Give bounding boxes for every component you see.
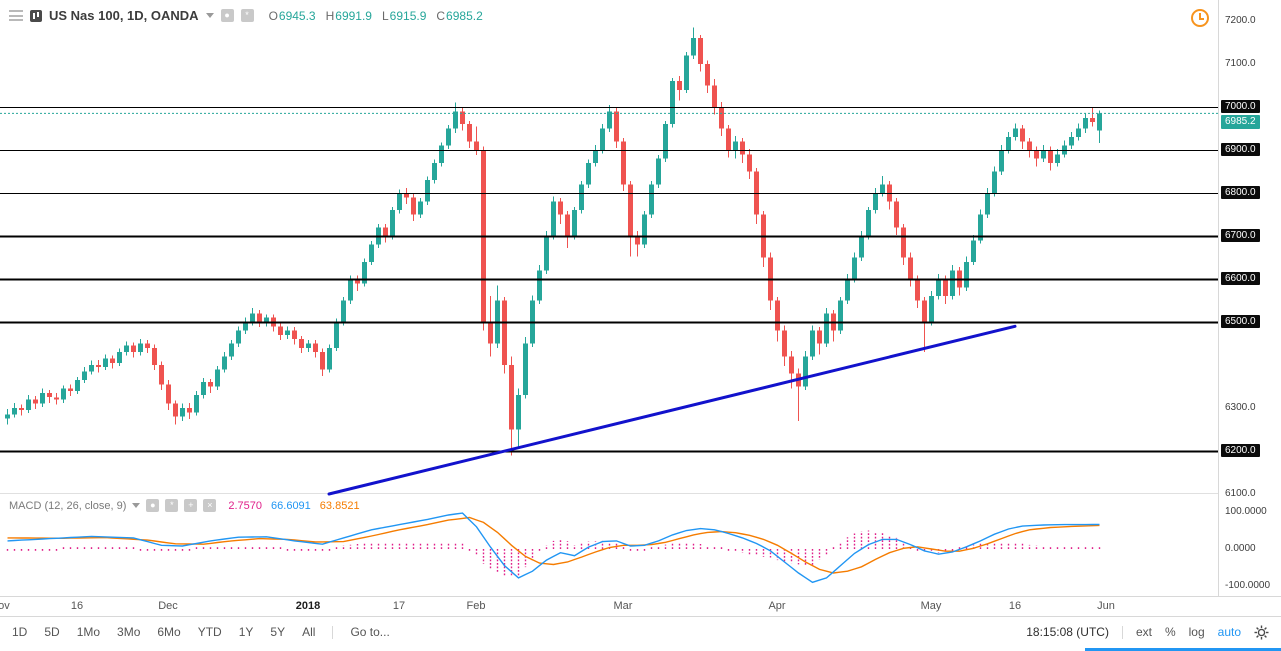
price-label-6700.0: 6700.0 — [1221, 229, 1260, 242]
high-label: H — [325, 8, 335, 23]
macd-values: 2.7570 66.6091 63.8521 — [228, 500, 359, 512]
macd-axis-label-100.0000: 100.0000 — [1225, 506, 1267, 517]
macd-axis-label--100.0000: -100.0000 — [1225, 580, 1271, 591]
range-6mo-button[interactable]: 6Mo — [157, 625, 181, 639]
caret-down-icon[interactable] — [205, 13, 214, 18]
horizontal-price-lines[interactable] — [0, 107, 1218, 453]
bottom-toolbar: 1D 5D 1Mo 3Mo 6Mo YTD 1Y 5Y All Go to...… — [0, 617, 1281, 647]
price-label-7200.0: 7200.0 — [1225, 15, 1256, 26]
price-label-6800.0: 6800.0 — [1221, 186, 1260, 199]
toolbar-divider-2 — [1121, 625, 1123, 639]
log-scale-toggle[interactable]: log — [1188, 625, 1205, 639]
range-ytd-button[interactable]: YTD — [197, 625, 222, 639]
time-label-Mar: Mar — [613, 600, 633, 612]
time-label-16: 16 — [70, 600, 84, 612]
current-price-badge: 6985.2 — [1221, 115, 1260, 129]
menu-icon[interactable] — [9, 10, 23, 21]
alert-icon[interactable] — [1191, 9, 1209, 27]
toolbar-divider — [332, 625, 334, 639]
macd-value: 66.6091 — [271, 499, 311, 512]
macd-signal-value: 63.8521 — [319, 499, 360, 512]
settings-icon[interactable]: * — [240, 9, 254, 22]
macd-title[interactable]: MACD (12, 26, close, 9) — [9, 499, 127, 512]
range-1y-button[interactable]: 1Y — [238, 625, 254, 639]
price-label-7100.0: 7100.0 — [1225, 58, 1256, 69]
toolbar-right: 18:15:08 (UTC) ext % log auto — [1026, 625, 1269, 640]
macd-add-icon[interactable]: + — [184, 499, 198, 512]
ohlc-close-group: C6985.2 — [436, 9, 482, 23]
candlestick-style-icon[interactable] — [30, 9, 42, 22]
symbol-title[interactable]: US Nas 100, 1D, OANDA — [49, 8, 199, 23]
trendline-drawing[interactable] — [327, 324, 1017, 496]
macd-histogram — [6, 530, 1101, 576]
time-label-Apr: Apr — [768, 600, 786, 612]
range-3mo-button[interactable]: 3Mo — [117, 625, 141, 639]
candles — [5, 27, 1102, 456]
macd-close-icon[interactable]: × — [203, 499, 217, 512]
ohlc-open-group: O6945.3 — [269, 9, 316, 23]
range-5d-button[interactable]: 5D — [44, 625, 60, 639]
ohlc-high: 6991.9 — [335, 8, 372, 23]
clock-readout[interactable]: 18:15:08 (UTC) — [1026, 625, 1109, 639]
price-axis[interactable]: 6985.2 7200.0 7100.0 7000.0 6900.0 6800.0 670… — [1218, 0, 1281, 596]
toolbar-separator — [0, 616, 1281, 617]
ohlc-low: 6915.9 — [389, 8, 427, 23]
time-axis[interactable]: Nov 16 Dec 2018 17 Feb Mar Apr May 16 Jun — [0, 597, 1218, 616]
price-label-6200.0: 6200.0 — [1221, 444, 1260, 457]
macd-main-line — [7, 512, 1100, 584]
macd-axis-label-0.0000: 0.0000 — [1225, 543, 1256, 554]
ohlc-low-group: L6915.9 — [382, 9, 426, 23]
ohlc-high-group: H6991.9 — [326, 9, 372, 23]
scroll-position-indicator[interactable] — [1085, 648, 1281, 651]
pane-separator — [0, 596, 1281, 597]
range-1d-button[interactable]: 1D — [12, 625, 28, 639]
time-label-Jun: Jun — [1097, 600, 1115, 612]
low-label: L — [381, 8, 389, 23]
time-label-May: May — [920, 600, 942, 612]
time-label-Feb: Feb — [466, 600, 486, 612]
price-label-6600.0: 6600.0 — [1221, 272, 1260, 285]
macd-settings-icon[interactable]: * — [165, 499, 179, 512]
time-label-16: 16 — [1008, 600, 1022, 612]
gear-icon[interactable] — [1254, 625, 1269, 640]
open-label: O — [268, 8, 278, 23]
main-chart-canvas[interactable] — [0, 0, 1218, 596]
toolbar-auto[interactable]: auto — [1217, 625, 1241, 639]
range-1mo-button[interactable]: 1Mo — [76, 625, 101, 639]
price-label-6100.0: 6100.0 — [1225, 488, 1256, 499]
range-5y-button[interactable]: 5Y — [270, 625, 286, 639]
ohlc-readout: O6945.3 H6991.9 L6915.9 C6985.2 — [269, 9, 483, 23]
price-label-7000.0: 7000.0 — [1221, 100, 1260, 113]
chart-legend: US Nas 100, 1D, OANDA ● * O6945.3 H6991.… — [9, 8, 483, 23]
price-label-6900.0: 6900.0 — [1221, 143, 1260, 156]
extended-hours-toggle[interactable]: ext — [1135, 625, 1152, 639]
range-buttons: 1D 5D 1Mo 3Mo 6Mo YTD 1Y 5Y All Go to... — [12, 625, 390, 639]
time-label-17: 17 — [392, 600, 406, 612]
macd-legend: MACD (12, 26, close, 9) ● * + × 2.7570 6… — [9, 499, 360, 512]
range-all-button[interactable]: All — [302, 625, 316, 639]
time-label-Nov: Nov — [0, 600, 10, 612]
price-label-6500.0: 6500.0 — [1221, 315, 1260, 328]
ohlc-close: 6985.2 — [446, 8, 483, 23]
time-label-2018: 2018 — [295, 600, 321, 612]
macd-eye-icon[interactable]: ● — [146, 499, 160, 512]
macd-caret-down-icon[interactable] — [132, 503, 141, 508]
price-label-6300.0: 6300.0 — [1225, 402, 1256, 413]
ohlc-open: 6945.3 — [278, 8, 316, 23]
macd-hist-value: 2.7570 — [228, 499, 263, 512]
goto-button[interactable]: Go to... — [350, 625, 390, 639]
time-label-Dec: Dec — [158, 600, 178, 612]
percent-scale-toggle[interactable]: % — [1164, 625, 1176, 639]
close-label: C — [436, 8, 446, 23]
eye-icon[interactable]: ● — [220, 9, 234, 22]
